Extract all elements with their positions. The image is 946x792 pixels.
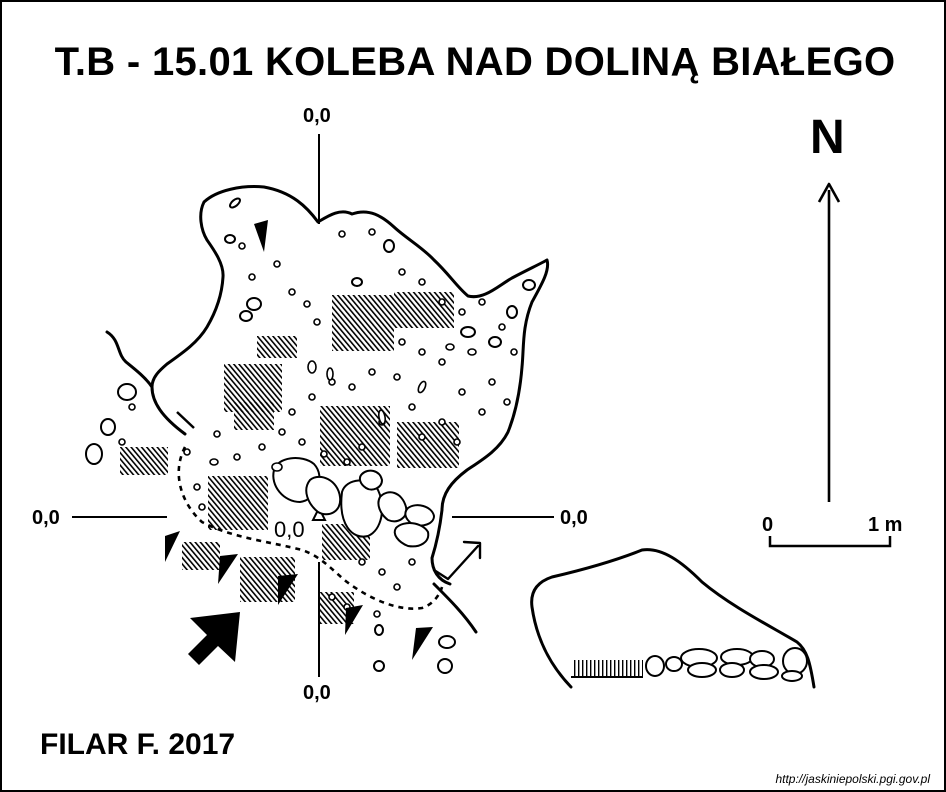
- exit-arrow-icon: [432, 540, 482, 581]
- dripline: [177, 446, 444, 610]
- outer-wall-right: [432, 582, 478, 634]
- north-arrow-icon: [817, 182, 841, 203]
- datum-label-bottom: 0,0: [303, 682, 331, 704]
- wall-tick: [176, 411, 195, 429]
- scale-label-end: 1 m: [868, 514, 903, 536]
- boulders: [85, 197, 536, 674]
- entrance-arrow-icon: [188, 612, 240, 665]
- datum-label-left: 0,0: [32, 507, 60, 529]
- datum-label-center: 0,0: [274, 517, 305, 542]
- source-url: http://jaskiniepolski.pgi.gov.pl: [775, 772, 930, 786]
- map-title: T.B - 15.01 KOLEBA NAD DOLINĄ BIAŁEGO: [54, 40, 896, 84]
- outer-wall-left: [105, 330, 154, 389]
- datum-label-right: 0,0: [560, 507, 588, 529]
- north-label: N: [810, 111, 845, 164]
- scale-bar: [768, 536, 892, 548]
- slope-markers: [165, 220, 433, 660]
- cross-section-boulders: [645, 647, 808, 682]
- pebbles: [118, 228, 518, 618]
- sediment-hatch: [120, 292, 459, 624]
- cross-section-sediment: [573, 660, 643, 678]
- cross-section-outline: [530, 548, 816, 689]
- author-credit: FILAR F. 2017: [40, 728, 236, 761]
- scale-label-start: 0: [762, 514, 774, 536]
- cave-outline: [150, 185, 550, 586]
- datum-label-top: 0,0: [303, 105, 331, 127]
